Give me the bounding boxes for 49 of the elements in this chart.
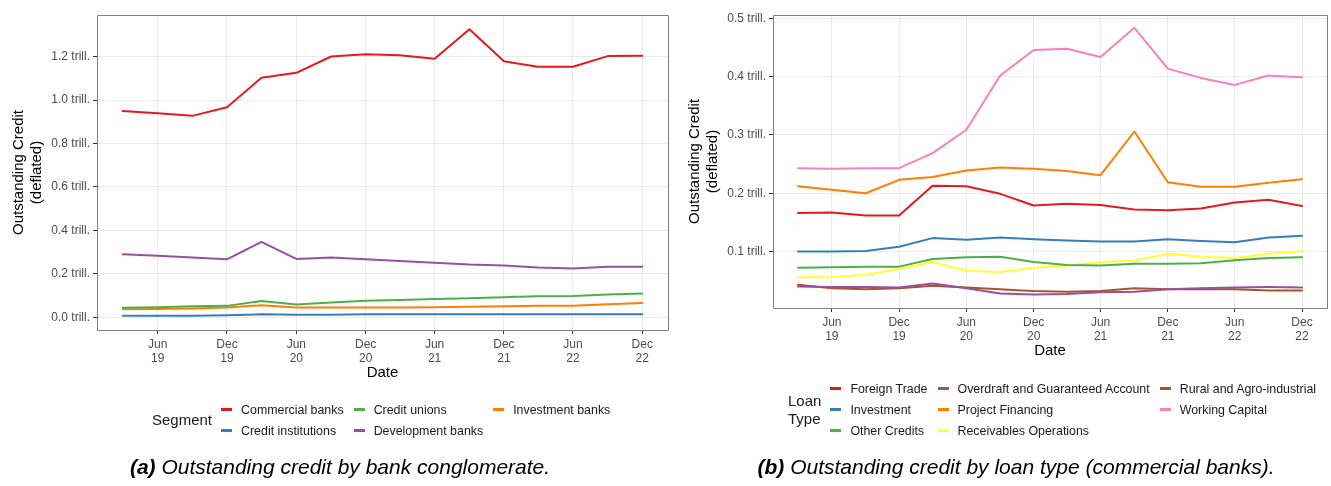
legend-label: Investment banks (513, 402, 611, 417)
y-tick-label: 0.3 trill. (727, 127, 766, 142)
legend-label: Credit unions (373, 402, 447, 417)
y-tick-label: 0.2 trill. (51, 266, 90, 281)
x-tick-label: Dec 21 (493, 336, 515, 365)
text: (a) Outstanding credit by bank conglomerate. (129, 455, 551, 479)
legend-label: Working Capital (1179, 402, 1267, 417)
x-axis-title: Date (1034, 341, 1066, 359)
y-tick-label: 0.0 trill. (51, 309, 90, 324)
x-tick-label: Jun 20 (286, 336, 306, 365)
x-tick-label: Dec 20 (354, 336, 377, 365)
x-tick-label: Dec 21 (1157, 314, 1179, 343)
x-tick-label: Jun 21 (1090, 314, 1111, 343)
legend-title: Loan Type (788, 392, 822, 427)
x-axis-title: Date (366, 363, 399, 381)
x-tick-label: Jun 21 (424, 336, 445, 365)
y-tick-label: 1.0 trill. (51, 92, 90, 107)
y-tick-label: 0.4 trill. (727, 69, 766, 84)
x-tick-label: Dec 22 (631, 336, 653, 365)
y-tick-label: 0.6 trill. (51, 179, 90, 194)
legend-label: Rural and Agro-industrial (1179, 381, 1317, 396)
x-tick-label: Dec 19 (888, 314, 910, 343)
y-tick-label: 0.1 trill. (727, 243, 766, 258)
x-tick-label: Jun 22 (563, 336, 583, 365)
y-tick-label: 0.4 trill. (51, 222, 90, 237)
legend-label: Other Credits (850, 423, 925, 438)
x-tick-label: Jun 20 (956, 314, 977, 343)
legend-label: Investment (850, 402, 911, 417)
y-tick-label: 0.2 trill. (727, 185, 766, 200)
y-tick-label: 0.5 trill. (727, 10, 766, 25)
x-tick-label: Jun 19 (822, 314, 842, 343)
legend-label: Commercial banks (241, 402, 344, 417)
legend-label: Foreign Trade (850, 381, 928, 396)
legend-label: Overdraft and Guaranteed Account (957, 381, 1150, 396)
y-tick-label: 1.2 trill. (51, 48, 90, 63)
legend-label: Project Financing (957, 402, 1054, 417)
y-tick-label: 0.8 trill. (51, 135, 90, 150)
legend-label: Development banks (373, 423, 484, 438)
x-tick-label: Jun 22 (1225, 314, 1245, 343)
y-axis-title: Outstanding Credit (deflated) (9, 109, 45, 236)
x-tick-label: Dec 20 (1022, 314, 1045, 343)
legend-label: Credit institutions (241, 423, 337, 438)
text: (b) Outstanding credit by loan type (commercial banks). (757, 455, 1275, 479)
x-tick-label: Jun 19 (147, 336, 168, 365)
y-axis-title: Outstanding Credit (deflated) (685, 98, 721, 225)
x-tick-label: Dec 22 (1291, 314, 1313, 343)
x-tick-label: Dec 19 (216, 336, 238, 365)
legend-title: Segment (152, 411, 213, 429)
legend-label: Receivables Operations (957, 423, 1090, 438)
